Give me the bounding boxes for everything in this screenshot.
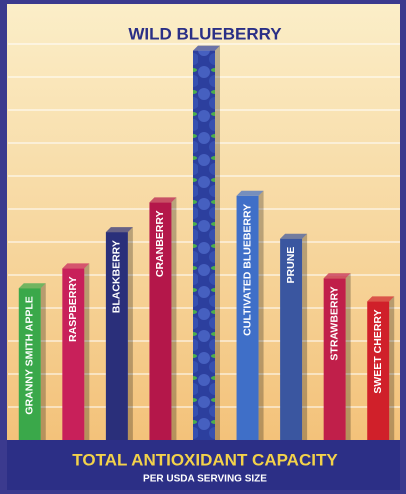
bar-label: SWEET CHERRY	[372, 309, 384, 393]
bar-top	[280, 233, 308, 239]
bar	[236, 195, 259, 440]
bar	[323, 278, 346, 440]
bar	[62, 268, 85, 440]
bar-side	[171, 197, 177, 440]
bar-side	[40, 283, 46, 440]
bar	[280, 238, 303, 440]
bar	[18, 288, 41, 440]
bar-label: BLACKBERRY	[111, 240, 123, 313]
bar-top	[149, 197, 177, 203]
bar-top	[193, 45, 220, 51]
bar	[105, 232, 128, 440]
bar-label: CRANBERRY	[154, 210, 166, 277]
bar-side	[389, 296, 395, 440]
footer-band	[7, 440, 400, 490]
bar-top	[18, 283, 46, 289]
bar-top	[105, 227, 133, 233]
bar-side	[84, 263, 90, 440]
bar-side	[345, 273, 351, 440]
chart-title: TOTAL ANTIOXIDANT CAPACITY	[72, 450, 338, 469]
bar	[149, 202, 172, 440]
chart-subtitle: PER USDA SERVING SIZE	[143, 474, 267, 485]
bar-label: STRAWBERRY	[328, 286, 340, 360]
bar-label: PRUNE	[285, 247, 297, 284]
bar-label: GRANNY SMITH APPLE	[24, 296, 36, 414]
bar	[367, 301, 390, 440]
bar-side	[258, 190, 264, 440]
bar-top	[367, 296, 395, 302]
bar-top	[62, 263, 90, 269]
bar-top	[236, 190, 264, 196]
bar-side	[127, 227, 133, 440]
bar-label: CULTIVATED BLUEBERRY	[241, 204, 253, 336]
bar-side	[215, 45, 220, 440]
bar-side	[302, 233, 308, 440]
annotation: WILD BLUEBERRY	[128, 24, 282, 43]
bar-label: RASPBERRY	[67, 276, 79, 342]
bar-top	[323, 273, 351, 279]
bar	[193, 50, 215, 440]
